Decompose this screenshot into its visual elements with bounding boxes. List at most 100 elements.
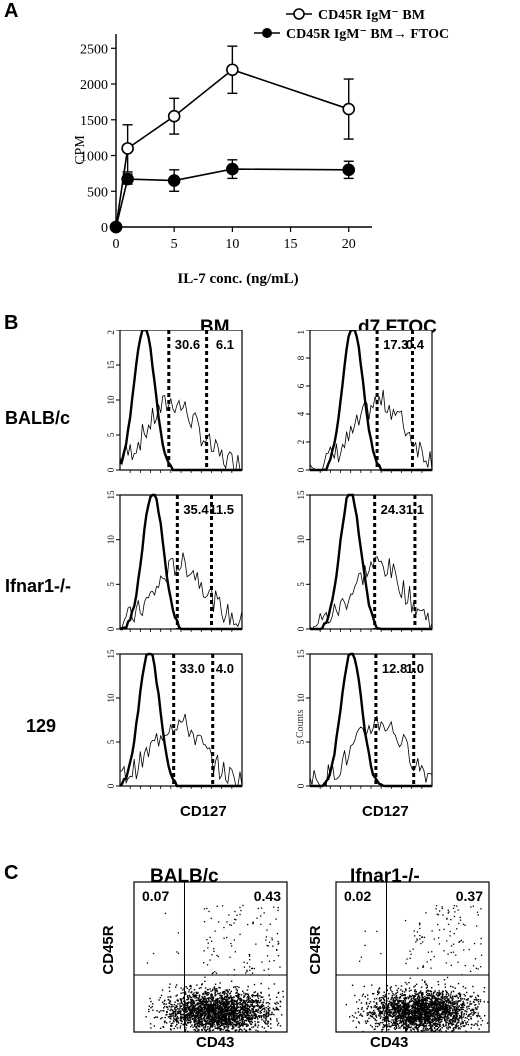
panel-c-dot [175, 1004, 177, 1007]
panel-c-dot [402, 1003, 405, 1005]
panel-c-dot [207, 991, 209, 994]
panel-c-dot [414, 1007, 416, 1009]
panel-c-dot [211, 1022, 213, 1024]
panel-c-dot [276, 1009, 278, 1011]
panel-c-dot [257, 1009, 259, 1011]
panel-c-dot [226, 1020, 228, 1023]
panel-c-dot [172, 1019, 175, 1022]
panel-c-dot [387, 998, 389, 1000]
panel-c-dot [386, 1026, 389, 1028]
panel-c-dot [234, 918, 236, 920]
panel-c-dot [386, 985, 388, 987]
panel-a-y-tick-label: 2000 [80, 78, 108, 93]
panel-c-dot [456, 1007, 458, 1009]
panel-c-dot [445, 1000, 448, 1002]
panel-c-dot [267, 1012, 270, 1015]
panel-c-dot [433, 997, 435, 999]
panel-c-x-axis-label-right: CD43 [370, 1034, 409, 1051]
panel-c-dot [265, 1007, 267, 1009]
panel-c-dot [375, 1019, 378, 1022]
panel-c-dot [228, 1020, 230, 1022]
panel-c-dot [378, 1007, 380, 1009]
panel-c-dot [240, 1008, 243, 1010]
panel-c-dot [248, 1018, 250, 1020]
panel-c-dot [221, 1002, 224, 1005]
panel-c-dot [178, 1008, 180, 1011]
panel-c-dot [223, 1002, 226, 1005]
panel-c-dot [407, 1006, 410, 1008]
panel-c-x-axis-label-left: CD43 [196, 1034, 235, 1051]
panel-c-dot [278, 991, 280, 994]
panel-c-dot [208, 999, 210, 1002]
panel-c-dot [425, 983, 427, 985]
panel-c-dot [401, 1006, 403, 1009]
panel-c-dot [203, 1003, 206, 1006]
panel-c-dot [196, 1012, 198, 1014]
panel-c-dot [223, 1001, 225, 1003]
panel-c-dot [214, 983, 217, 985]
panel-c-dot [405, 1004, 408, 1006]
panel-c-dot [404, 1012, 406, 1015]
panel-c-dot [206, 993, 208, 995]
panel-c-dot [435, 998, 437, 1000]
panel-c-dot [421, 1001, 423, 1004]
panel-c-dot [242, 999, 244, 1001]
panel-c-dot [177, 1020, 179, 1023]
panel-c-dot [199, 1021, 201, 1023]
panel-c-dot [445, 1018, 448, 1020]
panel-c-dot [426, 1012, 429, 1015]
panel-c-dot [398, 1005, 400, 1007]
panel-c-dot [392, 1015, 395, 1017]
panel-c-dot [212, 1029, 215, 1031]
panel-c-dot [200, 1015, 203, 1018]
panel-c-dot [207, 998, 210, 1000]
panel-c-dot [203, 1011, 205, 1013]
panel-c-dot [413, 1019, 416, 1021]
panel-c-dot [217, 1021, 220, 1024]
panel-c-dot [430, 995, 432, 997]
panel-c-dot [220, 1019, 222, 1021]
panel-c-dot [431, 1030, 433, 1033]
panel-c-dot [438, 1030, 440, 1032]
panel-c-dot [449, 1022, 451, 1025]
panel-c-dot [238, 1002, 240, 1004]
panel-c-dot [262, 1005, 265, 1007]
panel-c-dot [206, 1016, 208, 1018]
panel-c-dot [401, 1008, 403, 1010]
panel-c-dot [209, 1011, 211, 1013]
panel-c-dot [246, 1014, 248, 1016]
panel-c-dot [246, 1023, 248, 1025]
panel-c-dot [410, 1000, 413, 1003]
panel-c-dot [230, 1004, 232, 1007]
panel-c-dot [226, 1023, 229, 1025]
panel-c-dot [280, 1001, 282, 1003]
panel-c-dot [234, 1025, 236, 1027]
panel-b-y-tick-label: 10 [106, 693, 116, 703]
panel-c-dot [200, 986, 202, 989]
panel-c-dot [417, 1007, 420, 1010]
panel-c-dot [191, 998, 193, 1001]
panel-c-dot [188, 1009, 190, 1011]
panel-c-dot [257, 1030, 259, 1032]
panel-c-dot [439, 993, 441, 995]
panel-c-dot [199, 1014, 201, 1017]
panel-c-dot [426, 1022, 428, 1024]
panel-c-dot [429, 1004, 431, 1007]
panel-c-dot [206, 1003, 209, 1006]
panel-c-dot [406, 1004, 408, 1007]
panel-c-dot [231, 1024, 233, 1026]
panel-c-dot [234, 910, 236, 913]
panel-c-dot [224, 1019, 226, 1022]
panel-b-y-tick-label: 15 [296, 649, 306, 659]
panel-c-dot [230, 1018, 233, 1020]
panel-b-gate-percent-mid: 33.0 [180, 661, 205, 676]
panel-c-dot [396, 1011, 399, 1013]
panel-c-dot [174, 1009, 177, 1011]
panel-c-dot [394, 1028, 396, 1031]
panel-c-dot [380, 1012, 383, 1015]
panel-c-dot [456, 1017, 458, 1019]
panel-c-dot [195, 1023, 198, 1025]
panel-c-dot [161, 989, 164, 991]
panel-c-dot [262, 1008, 265, 1010]
panel-c-dot [486, 1022, 489, 1024]
